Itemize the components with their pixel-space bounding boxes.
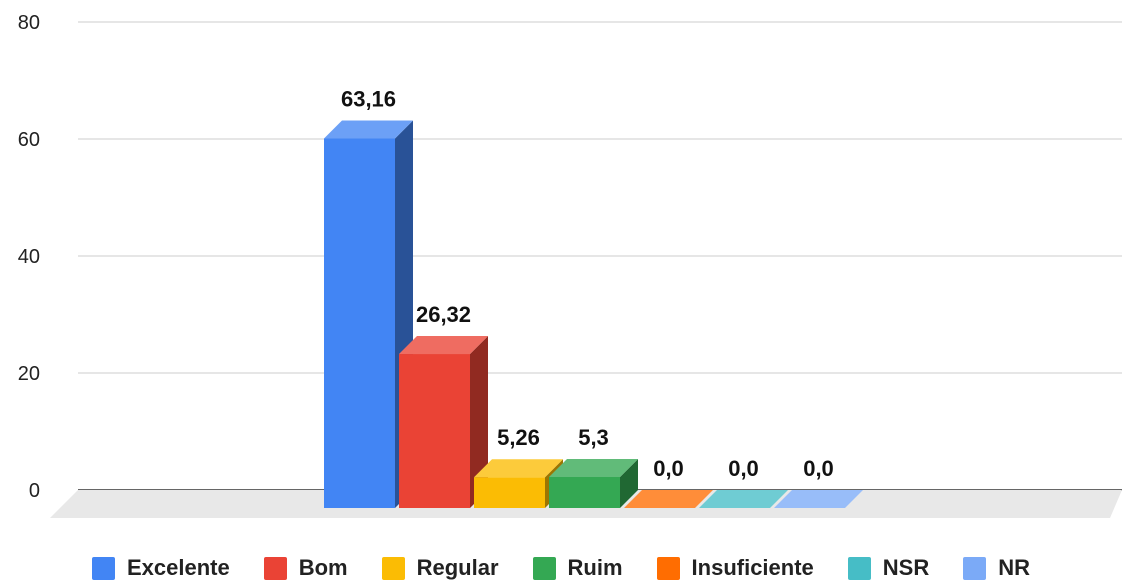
legend-label: Bom <box>298 555 348 580</box>
bar-front <box>474 477 545 508</box>
bar-chart: 63,16 26,32 5,26 5,3 0,0 0,0 0,0 0 20 40 60 80 <box>18 12 1122 518</box>
legend-item: Excelente <box>91 555 230 581</box>
y-tick-label: 0 <box>29 480 40 502</box>
bar-front <box>324 138 395 508</box>
data-label: 5,3 <box>578 425 609 450</box>
y-tick-label: 40 <box>18 246 40 268</box>
bar-bom <box>399 336 488 508</box>
legend: Excelente Bom Regular Ruim Insuficiente NSR NR <box>0 553 1122 583</box>
bar-top <box>399 336 488 355</box>
legend-label: Insuficiente <box>691 555 814 580</box>
legend-item: Regular <box>381 555 499 581</box>
data-label: 0,0 <box>803 456 834 481</box>
bar-top <box>474 459 563 478</box>
bar-side <box>620 458 638 508</box>
bar-top <box>549 458 638 477</box>
data-labels: 63,16 26,32 5,26 5,3 0,0 0,0 0,0 <box>341 87 834 481</box>
bar-ruim <box>549 458 638 508</box>
y-tick-label: 60 <box>18 129 40 151</box>
legend-swatch <box>91 556 115 580</box>
bar-insuficiente <box>624 490 713 508</box>
legend-item: NR <box>963 555 1030 581</box>
legend-item: Bom <box>263 555 348 581</box>
bar-nr <box>774 490 863 508</box>
bar-top <box>774 490 863 508</box>
legend-label: Regular <box>416 555 499 580</box>
legend-item: Insuficiente <box>656 555 814 581</box>
bar-front <box>399 354 470 508</box>
gridlines <box>78 21 1122 491</box>
legend-item: Ruim <box>532 555 623 581</box>
legend-label: Ruim <box>567 555 623 580</box>
legend-label: NSR <box>882 555 930 580</box>
y-tick-label: 20 <box>18 363 40 385</box>
legend-swatch <box>656 556 680 580</box>
data-label: 26,32 <box>416 302 471 327</box>
bars <box>324 120 863 508</box>
legend-swatch <box>381 556 405 580</box>
y-axis-ticks: 0 20 40 60 80 <box>18 12 40 502</box>
legend-swatch <box>963 556 987 580</box>
legend-swatch <box>263 556 287 580</box>
legend-swatch <box>532 556 556 580</box>
bar-top <box>624 490 713 508</box>
y-tick-label: 80 <box>18 12 40 34</box>
legend-label: Excelente <box>126 555 230 580</box>
bar-side <box>470 336 488 508</box>
legend-item: NSR <box>847 555 930 581</box>
legend-label: NR <box>998 555 1031 580</box>
data-label: 0,0 <box>728 456 759 481</box>
bar-front <box>549 476 620 508</box>
bar-nsr <box>699 490 788 508</box>
bar-top <box>324 120 413 139</box>
data-label: 63,16 <box>341 87 396 112</box>
legend-swatch <box>847 556 871 580</box>
bar-top <box>699 490 788 508</box>
data-label: 0,0 <box>653 456 684 481</box>
data-label: 5,26 <box>497 425 540 450</box>
